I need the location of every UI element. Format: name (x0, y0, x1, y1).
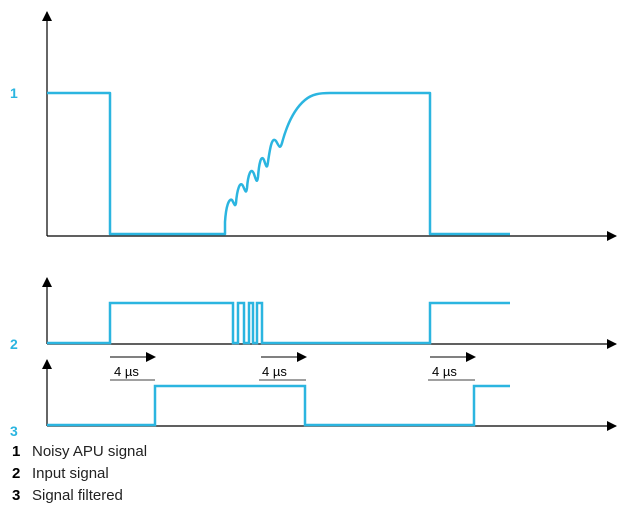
legend-item: 2 Input signal (12, 465, 147, 487)
delay-marker-1: 4 µs (110, 352, 156, 379)
delay-label-3: 4 µs (432, 364, 457, 379)
legend-item: 1 Noisy APU signal (12, 443, 147, 465)
timing-diagram: 1 2 4 µs 4 µs 4 µs 3 (10, 11, 617, 439)
legend-text: Signal filtered (32, 487, 123, 504)
legend-number: 3 (12, 487, 21, 504)
legend-number: 1 (12, 443, 21, 460)
delay-label-1: 4 µs (114, 364, 139, 379)
filtered-signal-waveform (47, 384, 510, 427)
trace-2-label: 2 (10, 336, 18, 352)
legend-number: 2 (12, 465, 21, 482)
legend: 1 Noisy APU signal 2 Input signal 3 Sign… (12, 443, 147, 509)
trace-1-label: 1 (10, 85, 18, 101)
noisy-apu-signal-waveform (47, 91, 510, 236)
legend-text: Noisy APU signal (32, 443, 148, 460)
legend-text: Input signal (32, 465, 109, 482)
legend-item: 3 Signal filtered (12, 487, 147, 509)
delay-marker-2: 4 µs (261, 352, 307, 379)
delay-marker-3: 4 µs (430, 352, 476, 379)
delay-label-2: 4 µs (262, 364, 287, 379)
trace-3-label: 3 (10, 423, 18, 439)
trace-1-axes (42, 11, 617, 241)
input-signal-waveform (47, 301, 510, 345)
trace-2-axes (42, 277, 617, 349)
